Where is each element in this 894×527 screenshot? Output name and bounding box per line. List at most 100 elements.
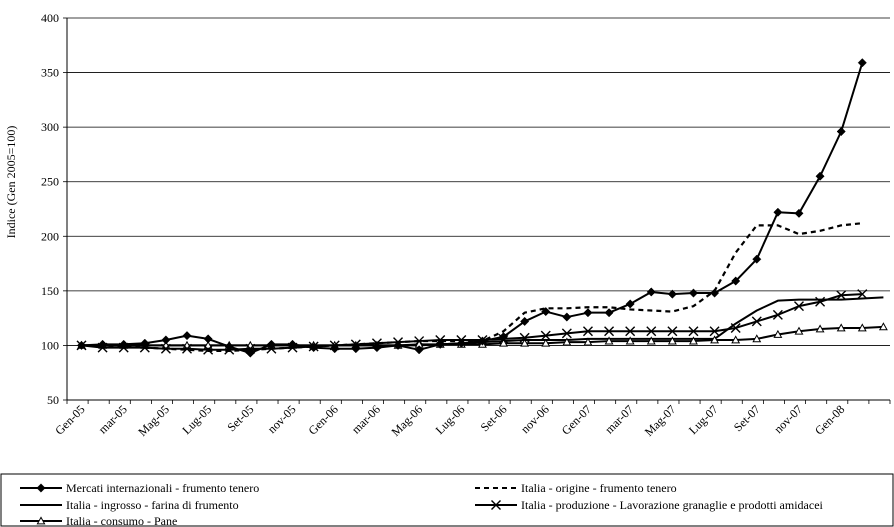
marker-stroke	[772, 309, 783, 320]
x-tick-label: Set-06	[478, 402, 510, 434]
gridlines	[67, 17, 890, 346]
marker-stroke	[688, 326, 699, 337]
legend-swatch	[20, 516, 62, 525]
data-point	[710, 335, 720, 344]
data-point	[667, 289, 677, 299]
data-point	[224, 341, 234, 352]
data-point	[499, 338, 509, 347]
x-tick-label: mar-06	[349, 402, 383, 436]
data-point	[625, 336, 635, 345]
data-point	[710, 288, 720, 298]
x-tick-label: nov-07	[771, 402, 805, 436]
data-point	[794, 208, 804, 218]
x-tick-label: mar-07	[602, 402, 636, 436]
x-tick-label: Gen-06	[305, 402, 340, 437]
y-axis-label: Indice (Gen 2005=100)	[4, 126, 18, 239]
y-tick-label: 300	[41, 120, 59, 134]
data-point	[583, 308, 593, 318]
data-point	[625, 326, 636, 337]
y-tick-label: 50	[47, 393, 59, 407]
legend-label: Italia - produzione - Lavorazione granag…	[521, 498, 824, 512]
x-tick-label: nov-05	[265, 402, 299, 436]
data-point	[140, 338, 150, 348]
y-tick-label: 400	[41, 11, 59, 25]
axes	[63, 17, 891, 404]
data-point	[287, 339, 298, 349]
marker-stroke	[646, 326, 657, 337]
data-point	[773, 329, 783, 338]
data-point	[562, 337, 572, 346]
data-point	[330, 344, 340, 354]
series-group	[76, 58, 888, 358]
data-point	[815, 171, 825, 181]
data-point	[836, 290, 847, 301]
x-tick-labels: Gen-05 mar-05 Mag-05 Lug-05 Set-05 nov-05 Gen-…	[52, 402, 847, 439]
data-point	[793, 301, 804, 312]
data-point	[688, 288, 699, 298]
data-point	[794, 326, 804, 335]
data-point	[836, 323, 846, 332]
y-tick-labels: 50 100 150 200 250 300 350 400	[41, 11, 59, 407]
x-tick-label: Mag-06	[388, 402, 425, 439]
data-point	[520, 338, 530, 347]
series-1	[76, 58, 867, 358]
data-point	[582, 326, 593, 337]
data-point	[182, 331, 192, 341]
data-point	[541, 307, 551, 317]
data-point	[857, 323, 867, 332]
data-point	[646, 287, 656, 297]
x-tick-label: Gen-08	[812, 402, 847, 437]
data-point	[730, 322, 741, 333]
data-point	[372, 343, 382, 353]
data-point	[540, 330, 551, 341]
x-tick-label: Set-05	[224, 402, 256, 434]
data-point	[773, 207, 783, 217]
data-point	[203, 334, 213, 344]
data-point	[878, 322, 888, 331]
data-point	[414, 336, 425, 347]
legend-label: Italia - origine - frumento tenero	[521, 481, 677, 495]
series-line	[81, 222, 863, 352]
marker-stroke	[857, 289, 868, 300]
legend-label: Italia - consumo - Pane	[66, 514, 177, 527]
marker-stroke	[709, 326, 720, 337]
x-tick-label: Set-07	[731, 402, 763, 434]
data-point	[561, 328, 572, 339]
data-point	[519, 332, 530, 343]
x-tick-label: mar-05	[96, 402, 130, 436]
x-tick-label: Gen-07	[559, 402, 594, 437]
data-point	[435, 339, 445, 349]
legend-swatch	[475, 500, 517, 510]
data-point	[119, 339, 129, 349]
data-point	[182, 343, 193, 354]
data-point	[98, 339, 108, 349]
data-point	[456, 338, 466, 348]
y-tick-label: 250	[41, 175, 59, 189]
data-point	[731, 276, 741, 286]
legend: Mercati internazionali - frumento tenero…	[0, 473, 894, 527]
data-point	[604, 336, 614, 345]
data-point	[731, 335, 741, 344]
data-point	[309, 343, 319, 353]
legend-label: Italia - ingrosso - farina di frumento	[66, 498, 239, 512]
marker-stroke	[491, 500, 501, 510]
data-point	[76, 340, 87, 350]
data-point	[583, 337, 593, 346]
data-point	[414, 345, 424, 355]
data-point	[815, 324, 825, 333]
data-point	[857, 289, 868, 300]
data-point	[667, 336, 677, 345]
marker-stroke	[793, 301, 804, 312]
data-point	[604, 308, 614, 318]
x-tick-label: Gen-05	[52, 402, 87, 437]
data-point	[625, 299, 635, 309]
data-point	[836, 126, 846, 137]
data-point	[393, 340, 403, 350]
data-point	[752, 254, 762, 264]
x-tick-label: Lug-05	[179, 402, 214, 437]
data-point	[688, 326, 699, 337]
x-tick-label: Lug-06	[433, 402, 468, 437]
y-tick-label: 150	[41, 284, 59, 298]
data-point	[667, 326, 678, 337]
x-tick-label: nov-06	[518, 402, 552, 436]
